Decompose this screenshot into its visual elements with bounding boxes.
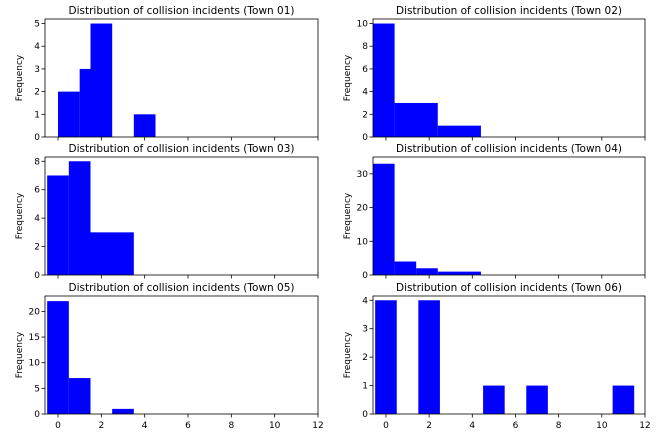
y-axis-label: Frequency	[343, 54, 353, 101]
y-tick-label: 5	[34, 384, 40, 394]
y-axis-label: Frequency	[15, 54, 25, 101]
y-tick-label: 3	[362, 325, 368, 335]
y-axis-label: Frequency	[15, 192, 25, 239]
histogram-bar	[437, 125, 481, 137]
y-tick-label: 3	[34, 65, 40, 75]
y-axis-label: Frequency	[15, 331, 25, 378]
histogram-bar	[90, 232, 134, 275]
y-axis-label: Frequency	[343, 331, 353, 378]
y-tick-label: 2	[362, 110, 368, 120]
y-tick-label: 4	[34, 42, 40, 52]
y-tick-label: 10	[357, 237, 369, 247]
histogram-panel: 0 5 10 15 20 0 2 4 6 8 10 12 Distribution of collisi…	[15, 282, 324, 431]
y-tick-label: 15	[29, 333, 40, 343]
y-tick-label: 1	[362, 382, 368, 392]
y-tick-label: 10	[357, 20, 369, 30]
y-tick-label: 8	[34, 157, 40, 167]
y-tick-label: 1	[34, 110, 40, 120]
y-tick-label: 20	[357, 204, 369, 214]
axes-frame	[372, 295, 646, 415]
histogram-bar	[68, 378, 91, 414]
chart-title: Distribution of collision incidents (Tow…	[396, 5, 622, 17]
histogram-bar	[375, 300, 397, 414]
histogram-bar	[437, 271, 481, 275]
y-tick-label: 30	[357, 170, 369, 180]
histogram-bar	[483, 385, 505, 414]
x-tick-label: 8	[556, 421, 562, 431]
histogram-bar	[58, 91, 80, 137]
y-tick-label: 8	[362, 42, 368, 52]
histogram-bar	[416, 268, 438, 275]
y-tick-label: 0	[34, 410, 40, 420]
x-tick-label: 10	[596, 421, 608, 431]
axes-frame	[44, 18, 319, 138]
y-tick-label: 2	[34, 88, 40, 98]
histogram-panel: 0 1 2 3 4 5 Distribution of collision incident…	[15, 5, 319, 143]
y-tick-label: 5	[34, 20, 40, 30]
y-tick-label: 0	[362, 271, 368, 281]
histogram-bar	[612, 385, 635, 414]
histogram-bar	[79, 68, 91, 137]
x-tick-label: 0	[55, 421, 61, 431]
histogram-bar	[394, 261, 417, 275]
x-tick-label: 12	[639, 421, 650, 431]
histogram-panel: 0 2 4 6 8 Distribution of collision incidents…	[15, 143, 319, 281]
histogram-bar	[373, 23, 395, 137]
histogram-bar	[68, 161, 91, 275]
y-tick-label: 2	[362, 353, 368, 363]
histogram-bar	[526, 385, 548, 414]
x-tick-label: 6	[185, 421, 191, 431]
chart-title: Distribution of collision incidents (Tow…	[396, 143, 622, 155]
histogram-bar	[47, 175, 69, 275]
y-tick-label: 10	[29, 359, 41, 369]
histogram-bar	[47, 301, 69, 414]
y-tick-label: 4	[34, 214, 40, 224]
histogram-bar	[394, 102, 438, 137]
y-tick-label: 0	[362, 410, 368, 420]
y-tick-label: 4	[362, 296, 368, 306]
y-tick-label: 4	[362, 88, 368, 98]
y-tick-label: 0	[362, 133, 368, 143]
y-tick-label: 20	[29, 307, 41, 317]
x-tick-label: 6	[513, 421, 519, 431]
histogram-bar	[133, 114, 156, 137]
chart-title: Distribution of collision incidents (Tow…	[69, 282, 295, 294]
x-tick-label: 0	[383, 421, 389, 431]
axes-frame	[44, 295, 319, 415]
histogram-panel: 0 2 4 6 8 10 Distribution of collision inciden…	[343, 5, 646, 143]
y-tick-label: 2	[34, 243, 40, 253]
y-tick-label: 0	[34, 133, 40, 143]
y-tick-label: 6	[362, 65, 368, 75]
x-tick-label: 4	[469, 421, 475, 431]
x-tick-label: 10	[269, 421, 281, 431]
x-tick-label: 8	[228, 421, 234, 431]
chart-title: Distribution of collision incidents (Tow…	[69, 5, 295, 17]
histogram-bar	[373, 163, 395, 275]
chart-title: Distribution of collision incidents (Tow…	[396, 282, 622, 294]
axes-frame	[372, 156, 646, 276]
histogram-bar	[90, 23, 113, 137]
axes-frame	[372, 18, 646, 138]
x-tick-label: 12	[312, 421, 323, 431]
axes-frame	[44, 156, 319, 276]
x-tick-label: 4	[142, 421, 148, 431]
y-axis-label: Frequency	[343, 192, 353, 239]
histogram-bar	[418, 300, 440, 414]
x-tick-label: 2	[98, 421, 104, 431]
chart-title: Distribution of collision incidents (Tow…	[69, 143, 295, 155]
histogram-bar	[112, 408, 134, 414]
x-tick-label: 2	[426, 421, 432, 431]
y-tick-label: 0	[34, 271, 40, 281]
y-tick-label: 6	[34, 186, 40, 196]
histogram-panel: 0 10 20 30 Distribution of collision inciden…	[343, 143, 646, 281]
